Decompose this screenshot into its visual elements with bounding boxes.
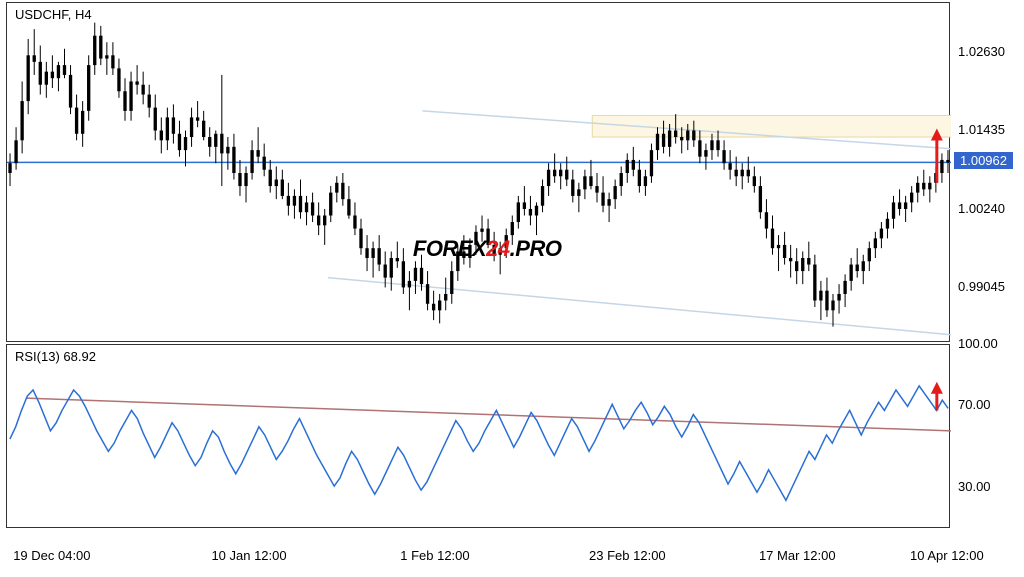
price-y-tick: 1.02630 bbox=[958, 44, 1005, 59]
price-chart-svg bbox=[7, 3, 951, 343]
current-price-tag: 1.00962 bbox=[954, 152, 1013, 169]
x-axis-tick: 10 Jan 12:00 bbox=[211, 548, 286, 563]
x-axis-tick: 10 Apr 12:00 bbox=[910, 548, 984, 563]
x-axis-tick: 23 Feb 12:00 bbox=[589, 548, 666, 563]
x-axis-tick: 1 Feb 12:00 bbox=[400, 548, 469, 563]
rsi-chart-panel: RSI(13) 68.92 bbox=[6, 344, 950, 528]
x-axis-tick: 17 Mar 12:00 bbox=[759, 548, 836, 563]
rsi-y-tick: 70.00 bbox=[958, 397, 991, 412]
price-y-tick: 0.99045 bbox=[958, 279, 1005, 294]
x-axis-tick: 19 Dec 04:00 bbox=[13, 548, 90, 563]
price-y-tick: 1.00240 bbox=[958, 201, 1005, 216]
current-price-value: 1.00962 bbox=[960, 153, 1007, 168]
price-y-tick: 1.01435 bbox=[958, 122, 1005, 137]
price-chart-panel: USDCHF, H4 FOREX24.PRO bbox=[6, 2, 950, 342]
rsi-y-tick: 30.00 bbox=[958, 479, 991, 494]
rsi-chart-svg bbox=[7, 345, 951, 529]
rsi-y-tick: 100.00 bbox=[958, 336, 998, 351]
